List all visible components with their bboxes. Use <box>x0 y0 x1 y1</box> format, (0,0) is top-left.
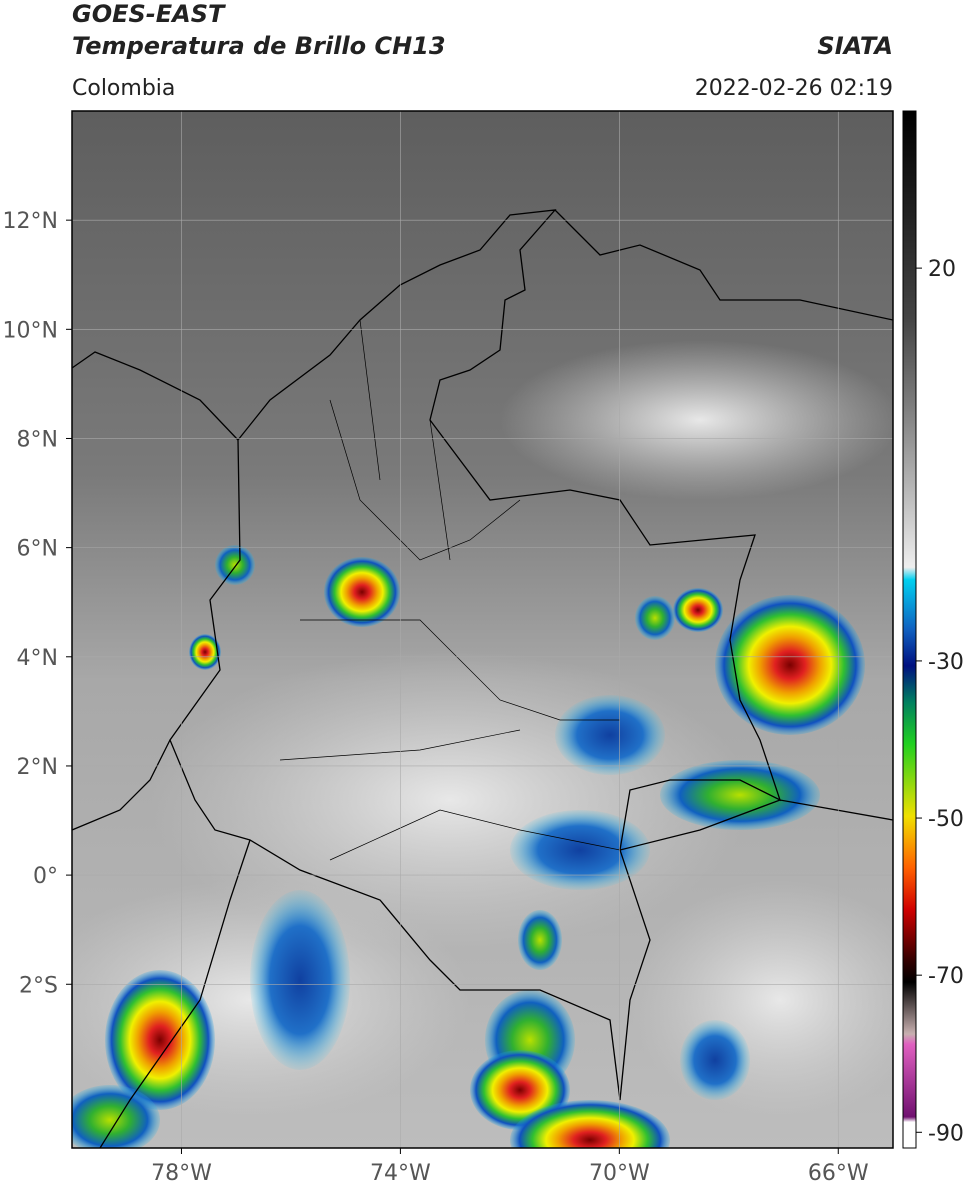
x-tick-label: 66°W <box>808 1161 869 1186</box>
cloud-cluster <box>72 1085 160 1148</box>
satellite-image <box>72 111 893 1148</box>
coastline <box>72 739 171 831</box>
department-borders <box>279 319 621 861</box>
cloud-cluster <box>215 545 255 585</box>
country-border <box>619 799 893 851</box>
product-title: Temperatura de Brillo CH13 <box>72 32 446 60</box>
convective-cell <box>510 1100 670 1148</box>
country-border <box>99 839 251 1148</box>
cloud-cluster <box>635 596 675 640</box>
y-tick-label: 8°N <box>17 427 58 452</box>
datetime-label: 2022-02-26 02:19 <box>695 76 893 101</box>
convective-cell <box>673 588 723 632</box>
cloud-field <box>630 880 893 1120</box>
map-frame <box>71 110 894 1149</box>
region-label: Colombia <box>72 76 175 101</box>
cloud-field <box>500 340 893 500</box>
convective-cell <box>189 634 221 670</box>
graticule <box>72 111 893 1148</box>
colorbar-label: -50 <box>928 807 964 832</box>
y-tick-label: 12°N <box>3 209 58 234</box>
y-tick-label: 0° <box>33 864 58 889</box>
country-border <box>169 209 782 1101</box>
convective-cell <box>105 970 215 1110</box>
x-tick-label: 74°W <box>370 1161 431 1186</box>
x-tick-label: 78°W <box>151 1161 212 1186</box>
y-tick-label: 10°N <box>3 318 58 343</box>
satellite-title: GOES-EAST <box>72 0 226 28</box>
colorbar-label: -90 <box>928 1121 964 1146</box>
y-tick-label: 6°N <box>17 537 58 562</box>
y-tick-label: 2°N <box>17 755 58 780</box>
cloud-field <box>72 880 470 1120</box>
cloud-cluster <box>250 890 350 1070</box>
cloud-cluster <box>510 810 650 890</box>
colorbar-label: -30 <box>928 650 964 675</box>
convective-cell <box>715 595 865 735</box>
source-label: SIATA <box>817 32 893 60</box>
cloud-cluster <box>555 695 665 775</box>
y-tick-label: 2°S <box>19 973 58 998</box>
coastline <box>72 351 239 441</box>
borders <box>72 209 893 1148</box>
convective-cell <box>324 557 400 627</box>
cloud-cluster <box>660 760 820 830</box>
colorbar-label: -70 <box>928 964 964 989</box>
cloud-cluster <box>518 910 562 970</box>
coastline <box>554 209 893 321</box>
colorbar-label: 20 <box>928 257 956 282</box>
y-tick-label: 4°N <box>17 646 58 671</box>
colorbar <box>902 110 917 1149</box>
cloud-cluster <box>680 1020 750 1100</box>
x-tick-label: 70°W <box>589 1161 650 1186</box>
